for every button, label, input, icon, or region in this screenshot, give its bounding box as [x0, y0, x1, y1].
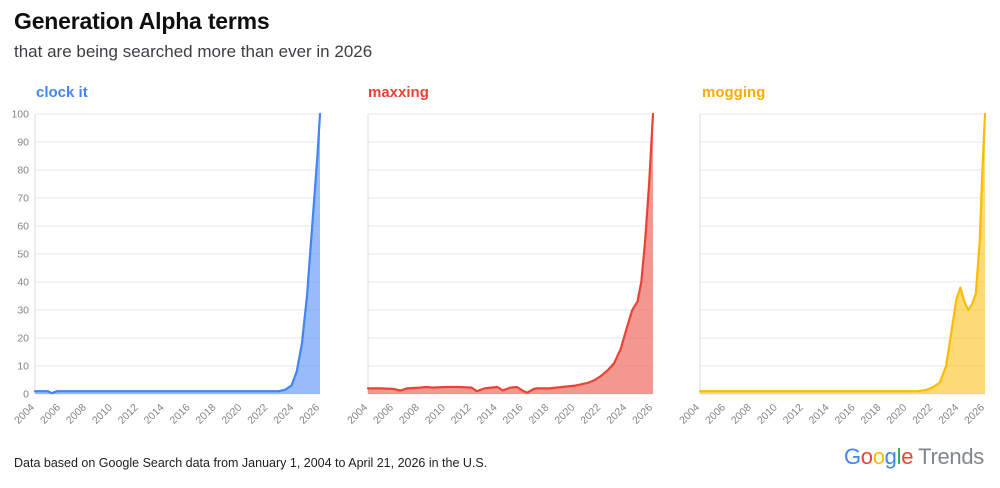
chart-label-clock-it: clock it	[36, 84, 88, 101]
google-logo-wordmark: Google	[844, 444, 913, 469]
svg-text:2004: 2004	[12, 402, 37, 427]
google-logo-letter: o	[872, 444, 885, 469]
svg-text:2024: 2024	[604, 402, 629, 427]
page-subtitle: that are being searched more than ever i…	[14, 42, 373, 61]
svg-text:2006: 2006	[703, 402, 728, 427]
svg-text:2014: 2014	[142, 402, 167, 427]
svg-text:2018: 2018	[526, 402, 551, 427]
google-logo-letter: G	[843, 444, 861, 469]
svg-text:2014: 2014	[807, 402, 832, 427]
svg-text:2018: 2018	[193, 402, 218, 427]
svg-text:2008: 2008	[64, 402, 89, 427]
svg-text:20: 20	[17, 333, 29, 345]
svg-text:2024: 2024	[271, 402, 296, 427]
svg-text:40: 40	[17, 277, 29, 289]
svg-text:2008: 2008	[729, 402, 754, 427]
google-logo-letter: g	[884, 444, 897, 469]
svg-text:10: 10	[17, 361, 29, 373]
svg-text:2020: 2020	[884, 402, 909, 427]
svg-text:2010: 2010	[755, 402, 780, 427]
svg-text:2014: 2014	[475, 402, 500, 427]
svg-text:2012: 2012	[449, 402, 474, 427]
google-logo-letter: l	[896, 444, 902, 469]
svg-text:70: 70	[17, 193, 29, 205]
svg-text:90: 90	[17, 137, 29, 149]
svg-text:2012: 2012	[116, 402, 141, 427]
svg-text:2022: 2022	[910, 402, 935, 427]
svg-text:2026: 2026	[630, 402, 655, 427]
svg-text:0: 0	[23, 389, 29, 401]
source-note: Data based on Google Search data from Ja…	[14, 456, 488, 470]
svg-text:2006: 2006	[371, 402, 396, 427]
svg-text:2024: 2024	[936, 402, 961, 427]
svg-text:2010: 2010	[90, 402, 115, 427]
trends-label: Trends	[918, 444, 984, 469]
google-logo-letter: o	[860, 444, 873, 469]
chart-label-maxxing: maxxing	[368, 84, 429, 101]
svg-text:2022: 2022	[245, 402, 270, 427]
trend-chart-maxxing: 2004 2006 2008 2010 2012 2014 2016 2018 2020 2022…	[345, 112, 655, 427]
svg-text:2010: 2010	[423, 402, 448, 427]
svg-text:2016: 2016	[501, 402, 526, 427]
svg-text:2006: 2006	[38, 402, 63, 427]
svg-text:2022: 2022	[578, 402, 603, 427]
page-title: Generation Alpha terms	[14, 8, 270, 34]
google-logo-letter: e	[901, 444, 914, 469]
svg-text:60: 60	[17, 221, 29, 233]
svg-text:100: 100	[11, 109, 29, 121]
svg-text:2016: 2016	[168, 402, 193, 427]
trend-chart-mogging: 2004 2006 2008 2010 2012 2014 2016 2018 2020 2022…	[677, 112, 987, 427]
svg-text:2020: 2020	[219, 402, 244, 427]
svg-text:2026: 2026	[962, 402, 987, 427]
svg-text:50: 50	[17, 249, 29, 261]
svg-text:30: 30	[17, 305, 29, 317]
svg-text:2020: 2020	[552, 402, 577, 427]
svg-text:2018: 2018	[858, 402, 883, 427]
svg-text:80: 80	[17, 165, 29, 177]
svg-text:2016: 2016	[833, 402, 858, 427]
svg-text:2026: 2026	[297, 402, 322, 427]
svg-text:2004: 2004	[345, 402, 370, 427]
svg-text:2012: 2012	[781, 402, 806, 427]
google-trends-logo: Google Trends	[844, 444, 984, 470]
chart-label-mogging: mogging	[702, 84, 766, 101]
svg-text:2004: 2004	[677, 402, 702, 427]
svg-text:2008: 2008	[397, 402, 422, 427]
